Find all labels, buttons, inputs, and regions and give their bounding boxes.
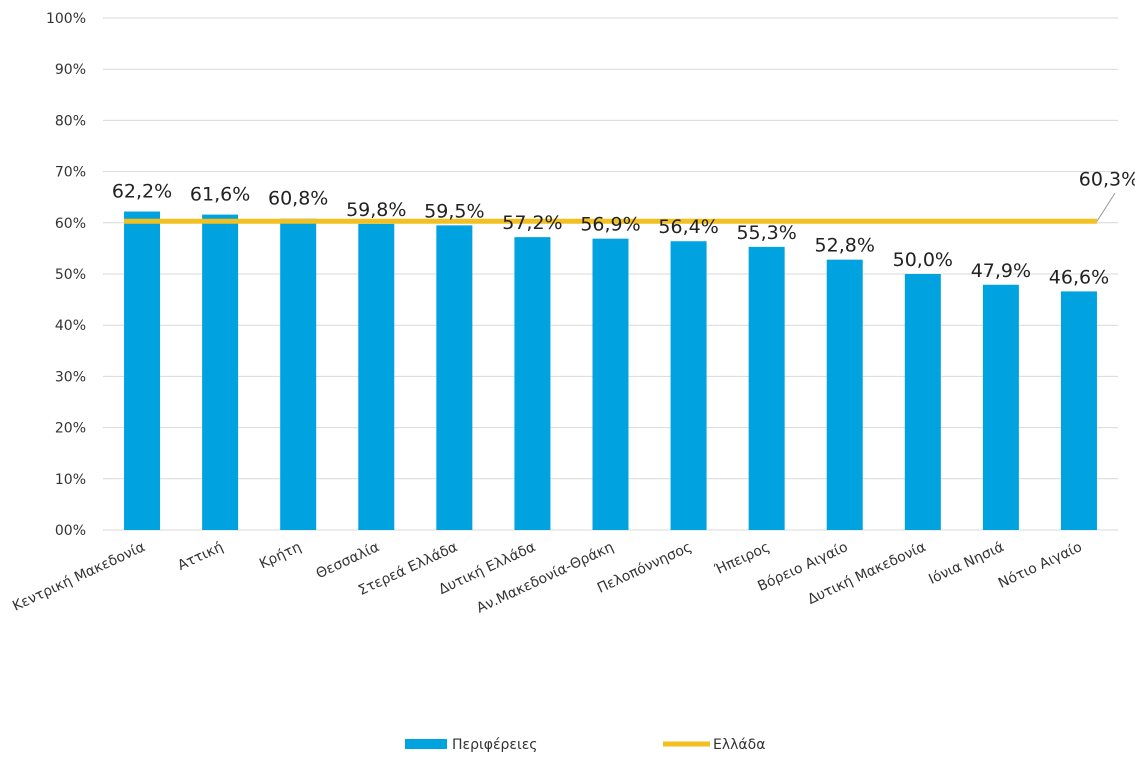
y-tick-label: 80% bbox=[55, 113, 86, 129]
bar-data-label: 56,4% bbox=[658, 216, 718, 238]
bar bbox=[514, 237, 551, 531]
x-axis-labels: Κεντρική Μακεδονία Αττική Κρήτη ΘεσσαλίαΣτε… bbox=[10, 539, 1084, 617]
bar bbox=[826, 259, 863, 530]
x-category-label: Αν.Μακεδονία-Θράκη bbox=[474, 539, 616, 617]
y-tick-label: 10% bbox=[55, 472, 86, 488]
bar bbox=[904, 274, 941, 530]
bar bbox=[748, 246, 785, 530]
bar-data-label: 56,9% bbox=[580, 214, 640, 236]
y-tick-label: 20% bbox=[55, 421, 86, 437]
x-category-label: Θεσσαλία bbox=[314, 539, 382, 582]
bar-data-label: 60,8% bbox=[268, 188, 328, 210]
greece-data-label: 60,3% bbox=[1079, 168, 1135, 190]
bar bbox=[436, 225, 473, 531]
bar bbox=[982, 284, 1019, 530]
bar-data-label: 55,3% bbox=[736, 222, 796, 244]
x-category-label: Ιόνια Νησιά bbox=[926, 539, 1006, 588]
legend-label-bars: Περιφέρειες bbox=[452, 737, 538, 753]
bar-data-label: 61,6% bbox=[190, 184, 250, 206]
x-category-label: Νότιο Αιγαίο bbox=[996, 539, 1085, 592]
y-tick-label: 40% bbox=[55, 318, 86, 334]
x-category-label: Αττική bbox=[175, 539, 226, 574]
bar bbox=[280, 218, 317, 531]
y-tick-label: 50% bbox=[55, 267, 86, 283]
y-tick-label: 70% bbox=[55, 165, 86, 181]
y-tick-label: 00% bbox=[55, 523, 86, 539]
bar bbox=[358, 223, 395, 530]
y-tick-label: 60% bbox=[55, 216, 86, 232]
y-tick-label: 30% bbox=[55, 369, 86, 385]
y-tick-label: 90% bbox=[55, 62, 86, 78]
bar bbox=[670, 241, 707, 530]
legend-label-line: Ελλάδα bbox=[713, 737, 765, 753]
x-category-label: Ήπειρος bbox=[712, 539, 773, 579]
legend: Περιφέρειες Ελλάδα bbox=[405, 737, 765, 753]
bar-data-label: 52,8% bbox=[815, 235, 875, 257]
bar-data-label: 59,5% bbox=[424, 200, 484, 222]
bar bbox=[592, 238, 629, 530]
bar-data-label: 50,0% bbox=[893, 249, 953, 271]
bar-data-label: 59,8% bbox=[346, 199, 406, 221]
greece-label-leader bbox=[1096, 192, 1116, 222]
reference-line bbox=[124, 192, 1116, 224]
x-category-label: Κρήτη bbox=[257, 539, 304, 572]
bar-data-label: 47,9% bbox=[971, 260, 1031, 282]
bar-data-label: 46,6% bbox=[1049, 266, 1109, 288]
data-labels: 62,2% 61,6% 60,8% 59,8% 59,5% 57,2% 56,9% 56,4%… bbox=[112, 168, 1135, 288]
bar-data-label: 57,2% bbox=[502, 212, 562, 234]
bar-data-label: 62,2% bbox=[112, 181, 172, 203]
bar bbox=[124, 211, 161, 530]
y-tick-label: 100% bbox=[46, 11, 86, 27]
x-category-label: Κεντρική Μακεδονία bbox=[10, 539, 147, 614]
bars bbox=[124, 211, 1097, 531]
legend-swatch-bars bbox=[405, 739, 447, 749]
bar bbox=[1060, 291, 1097, 530]
y-axis-ticks: 00% 10% 20% 30% 40% 50% 60% 70% 80% 90% 100% bbox=[46, 11, 86, 539]
bar bbox=[202, 214, 239, 530]
